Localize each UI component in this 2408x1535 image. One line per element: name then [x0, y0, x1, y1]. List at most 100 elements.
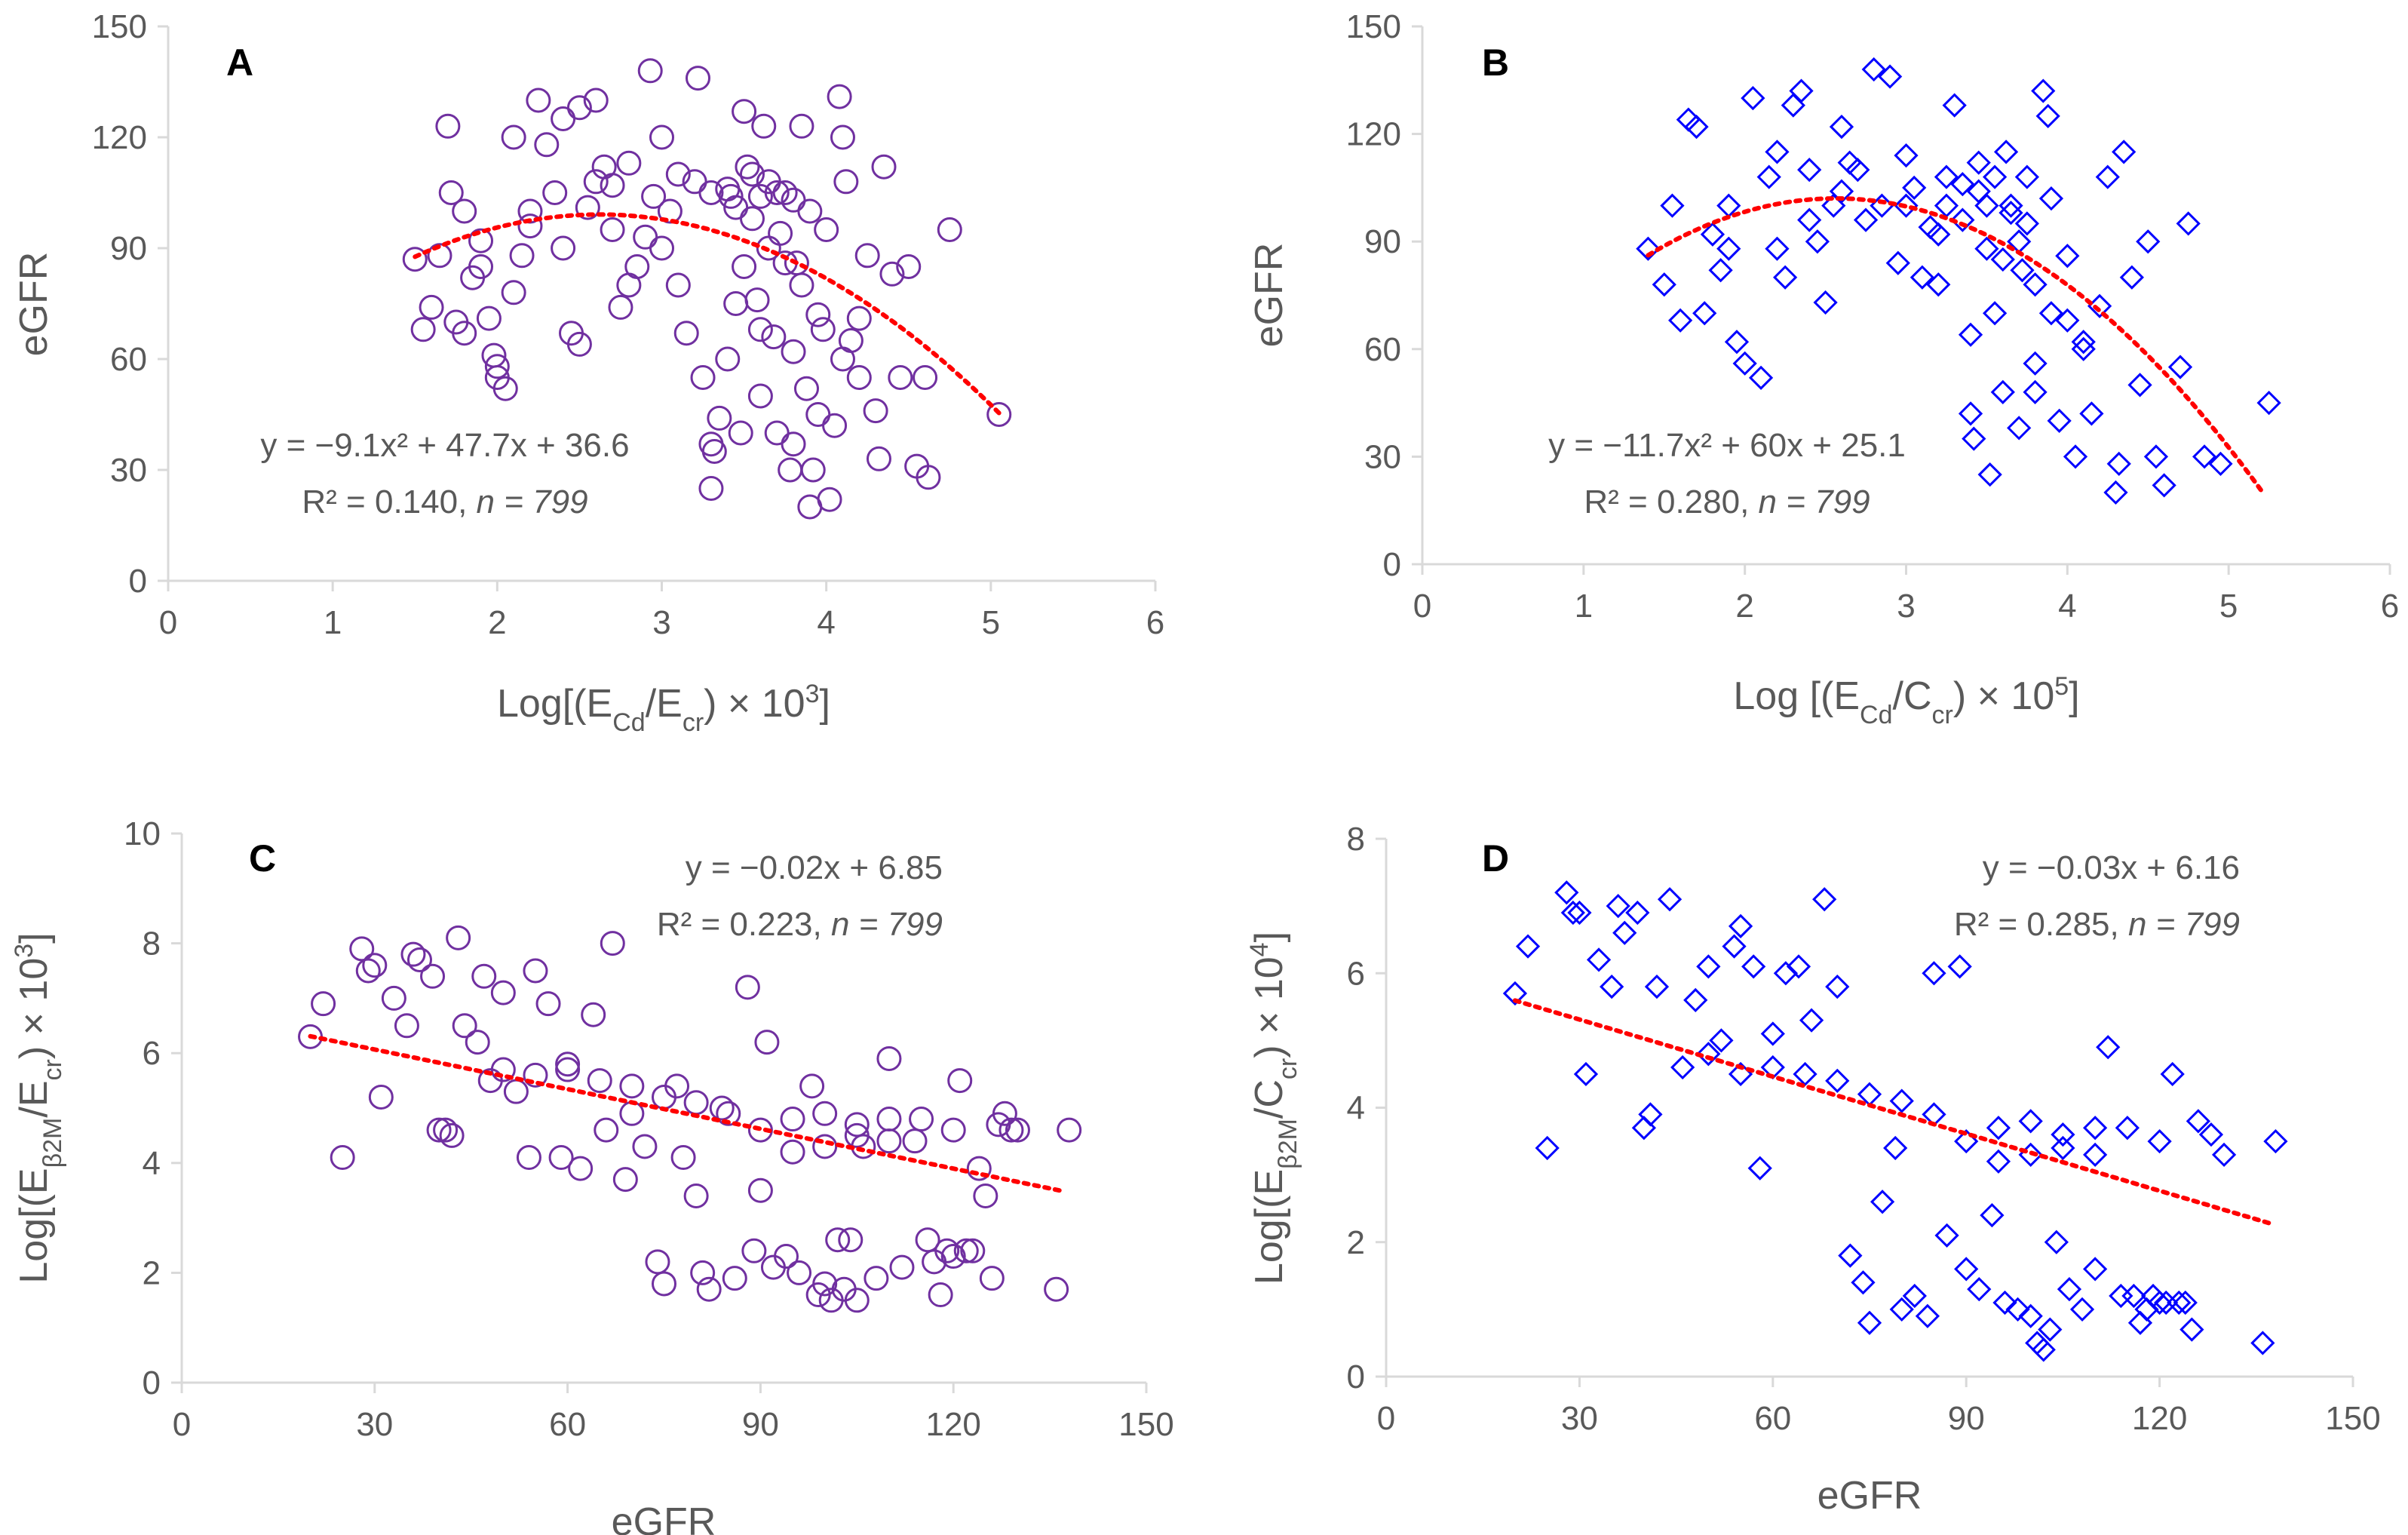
data-point [1638, 1102, 1663, 1127]
data-point [1612, 920, 1637, 945]
data-point [349, 936, 375, 962]
data-point [876, 1128, 902, 1154]
data-point [2167, 355, 2193, 379]
data-point [1894, 143, 1919, 168]
data-point [735, 154, 760, 180]
data-point [2018, 1303, 2043, 1328]
data-point [2038, 186, 2064, 211]
data-point [1922, 961, 1946, 986]
data-point [583, 87, 609, 113]
data-point [953, 1238, 979, 1263]
y-tick-label: 2 [1347, 1224, 1365, 1261]
data-point [2035, 103, 2060, 128]
data-point [1625, 900, 1650, 926]
data-point [1773, 265, 1798, 290]
data-point [913, 365, 938, 390]
x-tick-label: 4 [2058, 588, 2076, 625]
x-tick-label: 90 [742, 1406, 779, 1443]
data-point [754, 1030, 780, 1055]
data-point [2018, 1109, 2043, 1134]
x-tick-label: 150 [1118, 1406, 1173, 1443]
scatter-points [1636, 57, 2281, 505]
data-point [465, 1030, 490, 1055]
data-point [2192, 444, 2217, 469]
data-point [632, 1134, 658, 1159]
y-tick-label: 8 [143, 926, 161, 962]
y-tick-label: 150 [1346, 8, 1401, 45]
data-point [696, 1276, 722, 1302]
data-point [608, 294, 633, 320]
data-point [1005, 1117, 1030, 1143]
data-point [2051, 1135, 2075, 1161]
data-point [2198, 1122, 2224, 1147]
data-point [1825, 974, 1850, 999]
data-point [1586, 947, 1612, 972]
data-point [2069, 1297, 2095, 1322]
data-point [2057, 1277, 2082, 1302]
data-point [1799, 1008, 1824, 1033]
data-point [761, 324, 787, 350]
data-point [1732, 351, 1757, 376]
data-point [2051, 1122, 2075, 1147]
data-point [973, 1183, 998, 1208]
data-point [2007, 416, 2032, 441]
data-point [501, 124, 526, 150]
data-point [768, 220, 793, 246]
data-point [889, 1254, 915, 1280]
data-point [812, 1271, 838, 1297]
y-axis-label: eGFR [12, 252, 56, 357]
data-point [637, 58, 663, 84]
data-point [789, 272, 814, 298]
scatter-points [402, 58, 1012, 520]
data-point [986, 402, 1012, 427]
panel-letter: D [1482, 837, 1509, 880]
x-axis-label: Log[(ECd/Ecr) × 103] [497, 680, 830, 737]
data-point [1756, 164, 1781, 189]
y-tick-label: 2 [143, 1254, 161, 1291]
data-point [683, 1183, 709, 1208]
data-point [652, 1271, 676, 1297]
data-point [2136, 229, 2161, 254]
y-tick-label: 30 [110, 452, 147, 489]
x-tick-label: 30 [356, 1406, 393, 1443]
regression-equation: y = −9.1x² + 47.7x + 36.6 [260, 427, 629, 464]
data-point [871, 154, 897, 180]
data-point [1760, 1021, 1785, 1046]
data-point [1652, 272, 1676, 297]
data-point [1958, 322, 1983, 347]
r-squared-label: R² = 0.280, n = 799 [1584, 484, 1870, 520]
data-point [1947, 954, 1972, 979]
r-squared-label: R² = 0.223, n = 799 [657, 906, 943, 943]
data-point [394, 1013, 419, 1039]
data-point [1910, 265, 1935, 290]
x-tick-label: 5 [2219, 588, 2238, 625]
data-point [2103, 480, 2128, 505]
data-point [468, 228, 494, 253]
data-point [2119, 265, 2144, 290]
data-point [670, 1145, 696, 1171]
data-point [2031, 78, 2056, 103]
x-tick-label: 3 [1897, 588, 1915, 625]
data-point [641, 183, 667, 209]
data-point [772, 180, 798, 205]
data-point [1889, 1088, 1914, 1113]
data-point [833, 169, 859, 195]
data-point [902, 1128, 928, 1154]
x-tick-label: 0 [159, 604, 177, 641]
data-point [1934, 164, 1959, 189]
data-point [709, 1095, 735, 1121]
data-point [947, 1068, 973, 1094]
y-tick-label: 8 [1347, 821, 1365, 858]
scatter-points [1502, 880, 2288, 1362]
data-point [1962, 426, 1986, 451]
panel-c: 0 2 4 6 8 10 0 30 60 90 120 150 eGFR Log[(Eβ2M/Ecr) ×… [10, 815, 1174, 1535]
data-point [735, 975, 760, 1000]
data-point [787, 1260, 812, 1285]
data-point [896, 254, 922, 279]
data-point [1728, 913, 1753, 938]
data-point [812, 1101, 838, 1126]
panel-letter: A [226, 41, 253, 84]
data-point [854, 243, 880, 269]
data-point [830, 346, 855, 372]
data-point [741, 1238, 767, 1263]
